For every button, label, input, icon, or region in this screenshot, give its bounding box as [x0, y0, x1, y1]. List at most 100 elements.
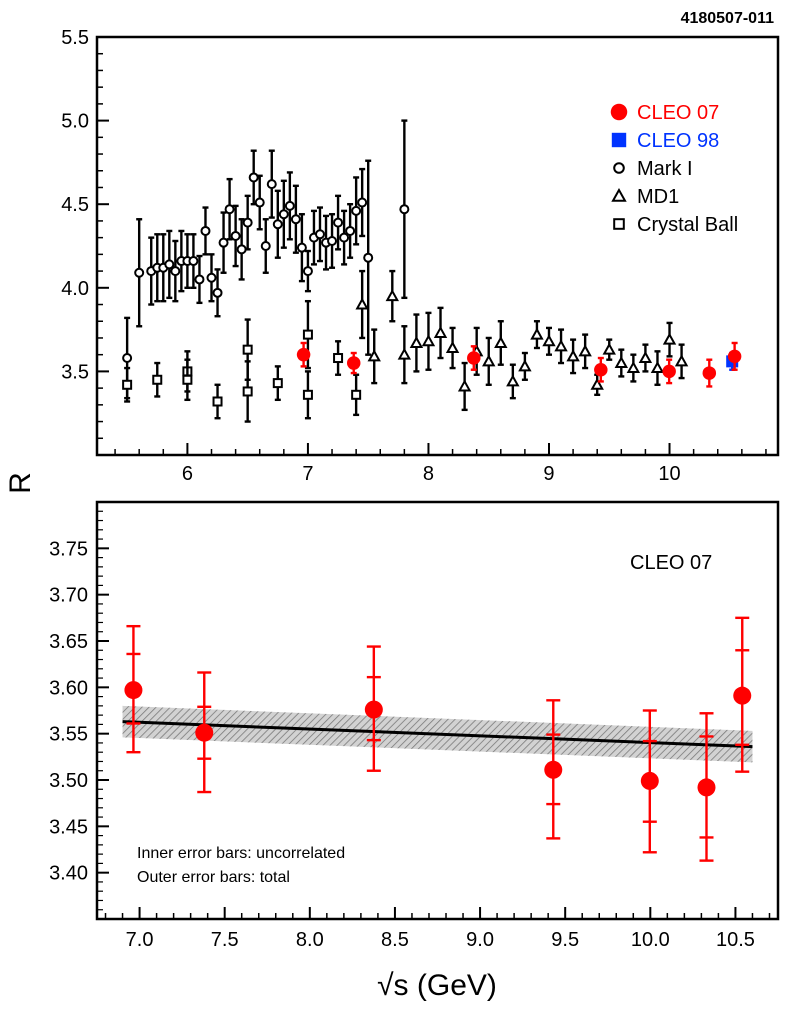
md1-point	[674, 354, 689, 367]
crystal-ball-point	[333, 353, 344, 364]
top-x-tick-label: 8	[423, 463, 434, 485]
legend-marker-crystal-ball	[613, 218, 625, 230]
mark-i-point	[266, 179, 277, 190]
mark-i-point	[327, 235, 338, 246]
fit-line	[122, 720, 753, 749]
mark-i-point	[200, 225, 211, 236]
bottom-x-tick-label: 10.5	[716, 929, 755, 951]
legend-label-crystal-ball: Crystal Ball	[637, 214, 738, 236]
cleo-07-point	[195, 723, 214, 742]
top-x-tick-label: 6	[182, 463, 193, 485]
mark-i-point	[284, 200, 295, 211]
cleo-07-point	[662, 364, 676, 379]
bottom-x-tick-label: 7.0	[126, 929, 154, 951]
md1-point	[638, 350, 653, 364]
mark-i-point	[357, 197, 368, 208]
mark-i-point	[230, 230, 241, 241]
bottom-y-tick-label: 3.45	[49, 816, 88, 838]
mark-i-point	[122, 353, 133, 364]
legend-label-cleo-07: CLEO 07	[637, 102, 719, 124]
top-x-tick-label: 7	[302, 463, 313, 485]
top-y-tick-label: 5.5	[61, 27, 89, 49]
legend-label-cleo-98: CLEO 98	[637, 130, 719, 152]
mark-i-point	[272, 219, 283, 230]
md1-point	[650, 360, 665, 374]
bottom-x-tick-label: 9.5	[551, 929, 579, 951]
bottom-y-tick-label: 3.40	[49, 863, 88, 885]
bottom-panel: 7.0 7.5 8.0 8.5 9.0 9.5 10.0 10.5 3.40 3.45 3.50 3.…	[49, 500, 780, 951]
mark-i-point	[333, 217, 344, 228]
fit-band	[122, 705, 753, 763]
top-y-tick-label: 5.0	[61, 111, 89, 133]
bottom-x-tick-label: 10.0	[631, 929, 670, 951]
md1-point	[590, 377, 604, 390]
cleo-07-point	[733, 686, 752, 705]
cleo-07-point	[124, 681, 143, 700]
crystal-ball-point	[272, 378, 283, 389]
cleo-07-point	[640, 771, 659, 790]
md1-point	[421, 334, 436, 347]
md1-point	[445, 340, 460, 353]
md1-point	[518, 359, 532, 372]
mark-i-point	[164, 259, 175, 270]
mark-i-point	[206, 272, 217, 283]
md1-point	[542, 334, 556, 347]
mark-i-point	[236, 244, 247, 255]
bottom-data-marks	[124, 616, 752, 862]
top-data-marks	[122, 119, 742, 423]
bottom-y-tick-label: 3.55	[49, 724, 88, 746]
top-x-tick-label: 10	[658, 463, 680, 485]
annotation-inner-error: Inner error bars: uncorrelated	[137, 845, 345, 862]
md1-point	[566, 349, 580, 362]
mark-i-point	[212, 287, 223, 298]
crystal-ball-point	[182, 374, 193, 385]
top-legend: CLEO 07 CLEO 98 Mark I MD1 Crystal Ball	[610, 102, 738, 236]
mark-i-point	[290, 214, 301, 225]
figure-code: 4180507-011	[681, 10, 775, 27]
crystal-ball-point	[212, 396, 223, 407]
mark-i-point	[399, 204, 410, 215]
mark-i-point	[194, 274, 205, 285]
mark-i-point	[345, 225, 356, 236]
bottom-y-tick-label: 3.50	[49, 770, 88, 792]
crystal-ball-point	[122, 379, 133, 390]
top-x-tick-label: 9	[543, 463, 554, 485]
bottom-y-tick-label: 3.75	[49, 538, 88, 560]
md1-point	[494, 335, 508, 348]
md1-point	[385, 289, 400, 302]
md1-point	[602, 342, 616, 355]
mark-i-point	[278, 209, 289, 220]
bottom-axis-ticks: 7.0 7.5 8.0 8.5 9.0 9.5 10.0 10.5 3.40 3.45 3.50 3.…	[49, 510, 771, 951]
md1-point	[530, 327, 544, 340]
cleo-07-point	[364, 700, 383, 719]
legend-marker-cleo-98	[611, 132, 627, 148]
crystal-ball-point	[302, 389, 313, 400]
cleo-07-point	[467, 351, 481, 365]
bottom-y-tick-label: 3.60	[49, 677, 88, 699]
mark-i-point	[296, 242, 307, 253]
bottom-y-tick-label: 3.65	[49, 631, 88, 653]
md1-point	[367, 349, 381, 362]
cleo-07-point	[727, 349, 742, 364]
legend-marker-cleo-07	[610, 103, 628, 121]
mark-i-point	[188, 256, 199, 267]
annotation-outer-error: Outer error bars: total	[137, 869, 290, 886]
mark-i-point	[314, 229, 325, 240]
legend-marker-md1	[611, 187, 627, 202]
md1-point	[482, 354, 496, 367]
crystal-ball-point	[302, 329, 313, 340]
bottom-y-tick-label: 3.70	[49, 585, 88, 607]
mark-i-point	[218, 237, 229, 248]
mark-i-point	[242, 217, 253, 228]
md1-point	[355, 297, 369, 310]
md1-point	[626, 360, 641, 374]
mark-i-point	[134, 267, 145, 278]
crystal-ball-point	[242, 344, 253, 355]
cleo-07-point	[544, 760, 563, 779]
bottom-panel-title: CLEO 07	[630, 552, 712, 574]
cleo-07-point	[346, 356, 361, 370]
legend-label-mark-i: Mark I	[637, 158, 693, 180]
md1-point	[457, 379, 472, 392]
crystal-ball-point	[242, 386, 253, 397]
md1-point	[433, 325, 448, 338]
